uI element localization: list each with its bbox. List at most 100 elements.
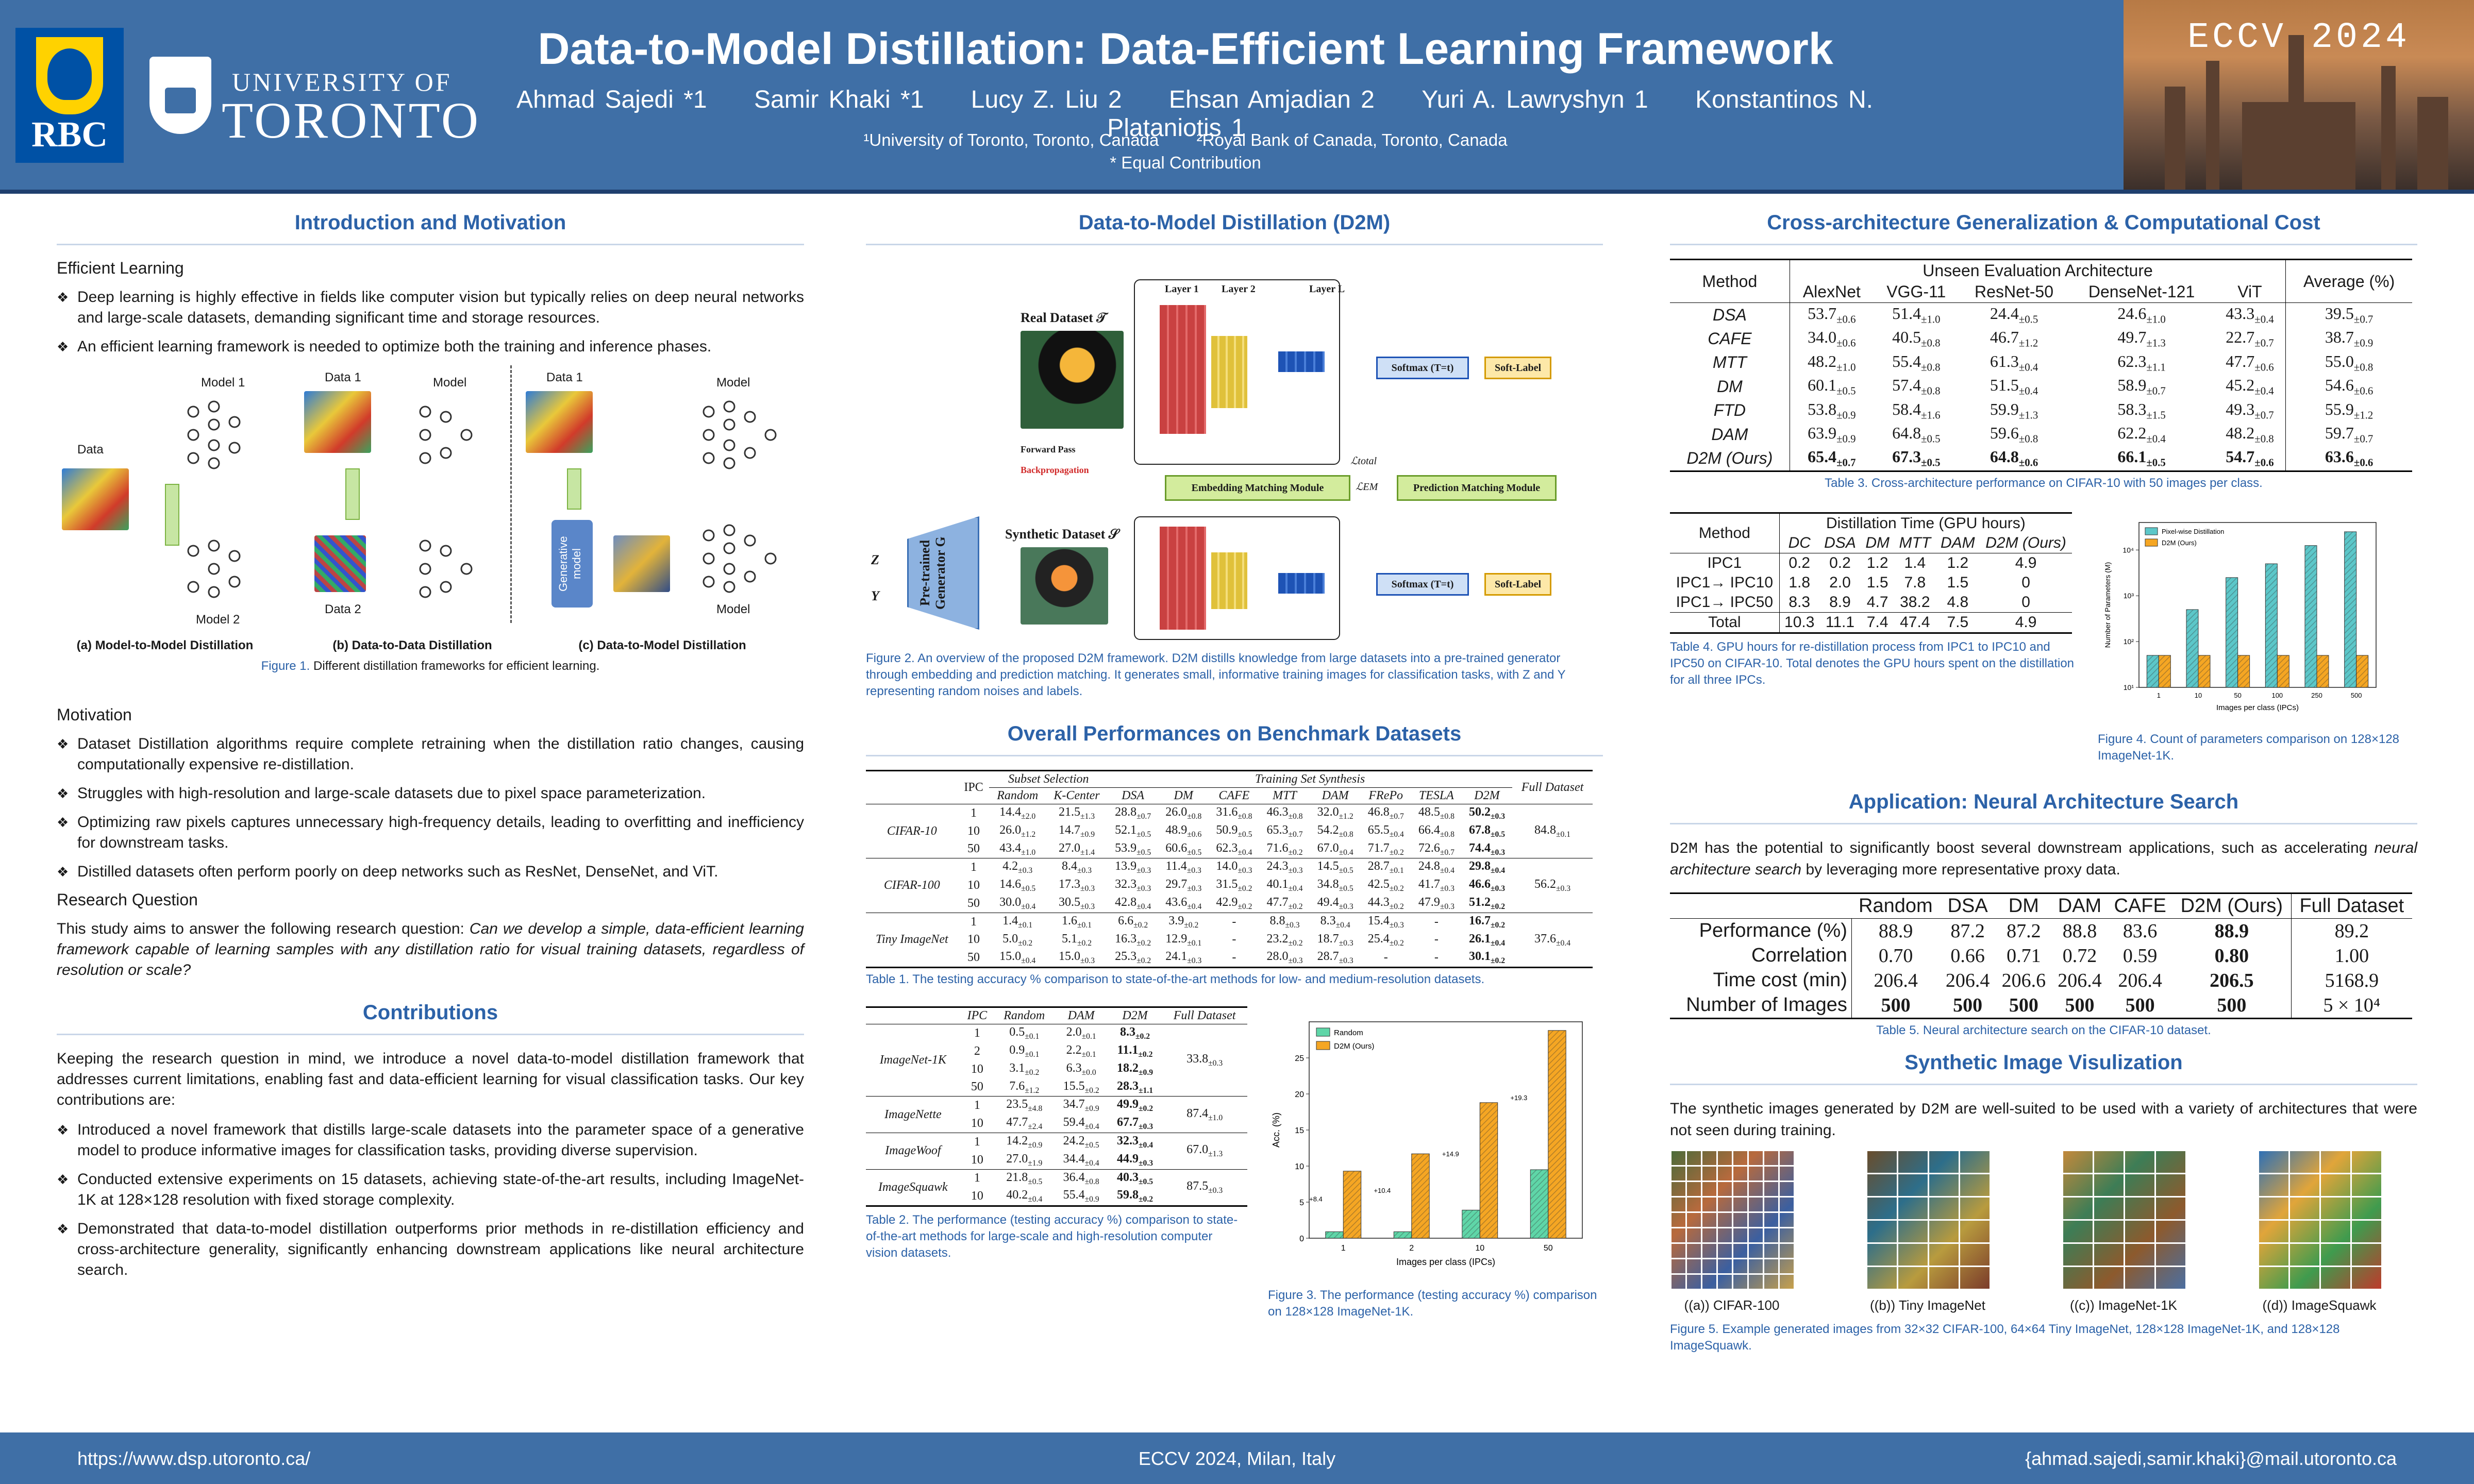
uoft-logo-line1: UNIVERSITY OF [232,68,452,96]
table-cell: 59.6±0.8 [1990,423,2038,445]
table-cell: 1.6±0.1 [1061,914,1092,930]
table-cell: 65.3±0.7 [1266,823,1303,839]
table-cell: - [1434,915,1439,929]
table-cell: 46.3±0.8 [1266,805,1303,821]
section-title-overall: Overall Performances on Benchmark Datase… [866,722,1603,756]
uoft-logo: UNIVERSITY OF TORONTO [139,52,478,149]
text-span: by leveraging more representative proxy … [1801,861,2120,878]
table-header: Method [1670,259,1790,303]
legend-swatch [1316,1027,1330,1037]
bar-hatch [1462,1210,1480,1239]
table-cell: IPC1→ IPC10 [1670,572,1780,593]
table-header: AlexNet [1802,282,1861,301]
equal-contribution: * Equal Contribution [1110,153,1261,172]
table-cell: 1.4 [1904,554,1926,571]
table-cell: 34.8±0.5 [1317,878,1353,893]
affiliation-2: ²Royal Bank of Canada, Toronto, Canada [1196,130,1508,149]
table-cell: 26.1±0.4 [1468,932,1505,948]
fig1-model-label: Model [716,602,750,616]
table-cell: 2.2±0.1 [1066,1043,1096,1059]
rbc-logo-text: RBC [31,115,108,155]
z-label: Z [871,552,879,567]
table-cell: D2M (Ours) [1670,446,1790,471]
y-tick-label: 10⁴ [2122,546,2134,554]
table-header: Random [997,789,1039,802]
table-cell: 52.1±0.5 [1115,823,1151,839]
toucan-photo [1021,331,1124,429]
table-cell: 83.6 [2122,920,2158,942]
y-tick-label: 10¹ [2124,683,2134,692]
table-row: ImageSquawk 1 21.8±0.5 36.4±0.8 40.3±0.5 87.5… [866,1169,1247,1195]
conv-block [1211,552,1247,609]
fig1-model-label: Model [716,376,750,390]
table-cell: 7.5 [1947,613,1969,631]
table-cell: 25.4±0.2 [1367,932,1404,948]
section-title-synth: Synthetic Image Visulization [1670,1051,2417,1085]
table-2-wrap: IPC Random DAM D2M Full Dataset ImageNet-1K 1… [866,1006,1247,1261]
caption-text: Example generated images from 32×32 CIFA… [1670,1322,2340,1353]
table-row: IPC1→ IPC10 1.8 2.0 1.5 7.8 1.5 0 [1670,572,2072,593]
table-header: VGG-11 [1886,282,1946,301]
footer-url-link[interactable]: https://www.dsp.utoronto.ca/ [77,1448,311,1469]
table-cell: 37.6±0.4 [1534,932,1571,948]
table-row: 50 30.0±0.4 30.5±0.3 42.8±0.4 43.6±0.4 42.9±0… [866,895,1593,913]
table-row: CAFE 34.0±0.6 40.5±0.8 46.7±1.2 49.7±1.3 22.7… [1670,327,2412,351]
table-cell: 53.8±0.9 [1808,399,1856,421]
table-cell: 1 [971,861,977,874]
table-cell: 51.2±0.2 [1468,895,1505,911]
caption-text: Neural architecture search on the CIFAR-… [1923,1023,2211,1037]
table-1: IPC Subset Selection Training Set Synthe… [866,770,1593,968]
bullet-item: Dataset Distillation algorithms require … [57,734,804,775]
table-row: Correlation 0.70 0.66 0.71 0.72 0.59 0.80 1.00 [1670,943,2412,968]
table-cell: 23.5±4.8 [1006,1098,1043,1114]
table-cell: 59.4±0.4 [1063,1116,1099,1131]
figure-1-caption: Figure 1. Different distillation framewo… [57,658,804,674]
text-italic: neural architecture search [1670,839,2417,878]
conv-block [1278,351,1325,372]
table-cell: 500 [1953,994,1983,1016]
table-cell: 14.0±0.3 [1216,859,1252,875]
table-cell: 89.2 [2291,918,2412,943]
legend-label: D2M (Ours) [1334,1042,1374,1051]
table-cell: 57.4±0.8 [1892,376,1941,397]
table-cell: 1 [971,915,977,929]
table-row: 10 27.0±1.9 34.4±0.4 44.9±0.3 [866,1151,1247,1170]
bullet-item: Distilled datasets often perform poorly … [57,862,804,882]
table-header: DSA [1824,534,1856,551]
table-header: ResNet-50 [1975,282,2053,301]
footer-email-link[interactable]: {ahmad.sajedi,samir.khaki}@mail.utoronto… [2025,1448,2397,1469]
eccv-milan-photo: ECCV 2024 [2124,0,2474,190]
table-cell: 55.4±0.8 [1892,351,1941,374]
layer2-label: Layer 2 [1222,283,1256,295]
y-tick-label: 15 [1295,1126,1304,1135]
rbc-lion-icon [47,48,92,100]
table-cell: 34.7±0.9 [1063,1098,1099,1114]
sample-grid [1866,1151,1990,1290]
table-cell: 24.4±0.5 [1990,304,2038,326]
table-cell: 2.0±0.1 [1066,1025,1096,1041]
figure-3-wrap: 0 5 10 15 20 25 1 +8.4 2 +10.4 10 +14.9 50 +19.3 Image… [1268,1006,1598,1320]
legend-swatch [1316,1041,1330,1050]
x-tick-label: 10 [2195,692,2202,699]
table-cell: 49.4±0.3 [1317,895,1353,911]
table-header: Distillation Time (GPU hours) [1826,514,2026,532]
table-cell: 10 [971,1153,983,1167]
table-cell: 206.4 [1874,969,1918,991]
table-cell: 8.3 [1788,593,1811,611]
rq-italic: Can we develop a simple, data-efficient … [57,920,804,979]
table-cell: 18.2±0.9 [1116,1061,1154,1077]
table-cell: 32.0±1.2 [1317,805,1353,821]
ltotal-label: ℒtotal [1350,456,1377,467]
table-cell: 50 [971,1080,983,1094]
table-cell: DSA [1670,302,1790,327]
table-cell: 15.0±0.3 [1058,950,1095,966]
table-cell: 47.7±2.4 [1006,1116,1043,1131]
table-cell: 16.7±0.2 [1468,914,1505,930]
table-cell: 1.00 [2291,943,2412,968]
bar-hatch [2198,655,2210,687]
table-cell: 60.1±0.5 [1808,376,1856,397]
table-cell: 10 [971,1189,983,1203]
table-cell: 62.3±1.1 [2117,351,2166,374]
fig1-model2-label: Model 2 [196,613,240,627]
bar-hatch [1548,1030,1566,1239]
